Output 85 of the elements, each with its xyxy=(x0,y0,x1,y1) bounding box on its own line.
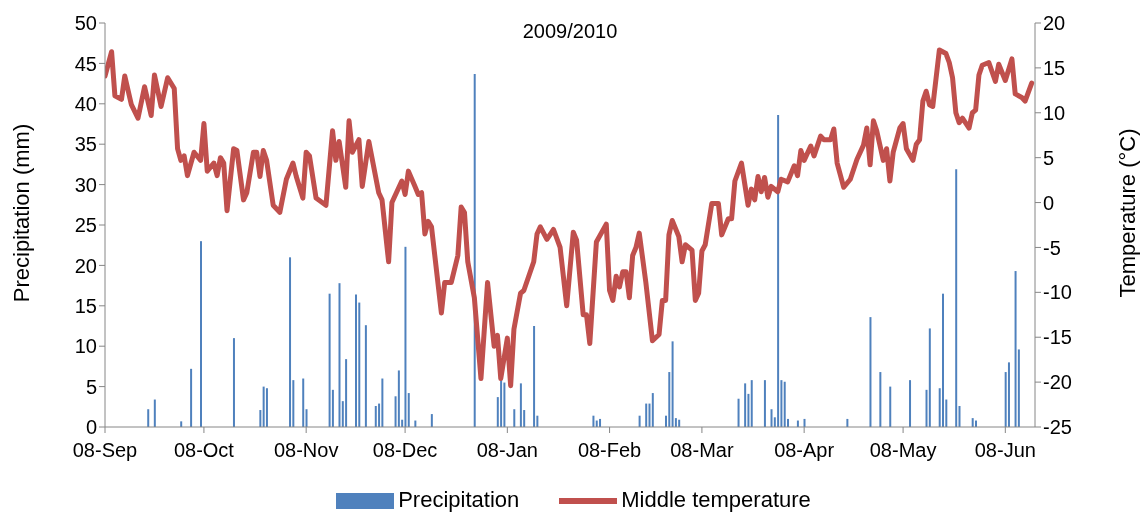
bar xyxy=(958,405,961,427)
x-tick-label: 08-Nov xyxy=(273,439,339,462)
y2-tick-label: 5 xyxy=(1043,146,1055,169)
bar xyxy=(354,294,357,427)
bar xyxy=(763,380,766,427)
x-tick-label: 08-Oct xyxy=(173,439,235,462)
bar xyxy=(737,398,740,427)
bar xyxy=(259,410,262,427)
y2-tick-label: 10 xyxy=(1043,101,1066,124)
bar xyxy=(1007,362,1010,427)
bar xyxy=(651,393,654,427)
y-tick-label: 45 xyxy=(74,52,97,75)
bar xyxy=(302,378,305,427)
x-tick-label: 08-Feb xyxy=(577,439,642,462)
x-tick-label: 08-Apr xyxy=(774,439,835,462)
bar xyxy=(513,409,516,427)
bar xyxy=(519,383,522,427)
bar xyxy=(328,293,331,427)
x-tick-label: 08-Dec xyxy=(372,439,438,462)
x-tick-label: 08-Jun xyxy=(974,439,1036,462)
y-tick-label: 25 xyxy=(74,214,97,237)
bar xyxy=(397,370,400,427)
bar xyxy=(338,283,341,427)
bar xyxy=(500,378,503,427)
bar xyxy=(668,372,671,427)
bar xyxy=(374,405,377,427)
bar xyxy=(1014,271,1017,427)
bar xyxy=(407,393,410,427)
bar xyxy=(869,317,872,427)
bar xyxy=(955,169,958,427)
bar xyxy=(750,380,753,427)
bar xyxy=(180,421,183,427)
y2-tick-label: 15 xyxy=(1043,56,1066,79)
bar xyxy=(942,293,945,427)
x-tick-label: 08-Sep xyxy=(72,439,138,462)
y-tick-label: 5 xyxy=(85,375,97,398)
y2-axis-title: Temperature (°C) xyxy=(1115,128,1141,298)
bar xyxy=(503,382,506,427)
chart-title: 2009/2010 xyxy=(521,20,619,43)
bar xyxy=(345,359,348,427)
bar xyxy=(305,409,308,427)
bar xyxy=(381,378,384,427)
y-tick-label: 15 xyxy=(74,294,97,317)
y2-tick-label: -15 xyxy=(1043,326,1072,349)
bar xyxy=(404,246,407,427)
bar xyxy=(645,403,648,427)
bar xyxy=(671,341,674,427)
bar xyxy=(430,414,433,427)
y2-tick-label: -25 xyxy=(1043,416,1072,439)
x-tick-label: 08-May xyxy=(869,439,937,462)
y-tick-label: 30 xyxy=(74,173,97,196)
bar xyxy=(533,326,536,427)
y-tick-label: 35 xyxy=(74,133,97,156)
bar xyxy=(777,115,780,427)
bar xyxy=(770,409,773,427)
y-tick-label: 0 xyxy=(85,416,97,439)
y2-tick-label: -5 xyxy=(1043,236,1061,259)
bar xyxy=(889,386,892,427)
y-tick-label: 20 xyxy=(74,254,97,277)
y2-tick-label: 20 xyxy=(1043,12,1066,35)
bar xyxy=(153,399,156,427)
bar xyxy=(199,241,202,427)
bar xyxy=(232,338,235,427)
bar xyxy=(928,328,931,427)
x-tick-label: 08-Jan xyxy=(476,439,538,462)
bar xyxy=(783,381,786,427)
y2-tick-label: 0 xyxy=(1043,191,1055,214)
bar xyxy=(744,383,747,427)
bar xyxy=(879,372,882,427)
y2-tick-label: -10 xyxy=(1043,281,1072,304)
legend-label: Precipitation xyxy=(398,487,520,513)
bar xyxy=(265,388,268,427)
y-tick-label: 40 xyxy=(74,92,97,115)
bar xyxy=(147,409,150,427)
bar xyxy=(262,386,265,427)
y-tick-label: 10 xyxy=(74,335,97,358)
x-tick-label: 08-Mar xyxy=(670,439,734,462)
bar xyxy=(289,257,292,427)
y2-tick-label: -20 xyxy=(1043,371,1072,394)
legend-label: Middle temperature xyxy=(621,487,811,513)
y-tick-label: 50 xyxy=(74,12,97,35)
bar xyxy=(909,380,912,427)
bar xyxy=(364,325,367,427)
bar xyxy=(190,368,193,427)
y-axis-title: Precipitation (mm) xyxy=(9,123,35,303)
